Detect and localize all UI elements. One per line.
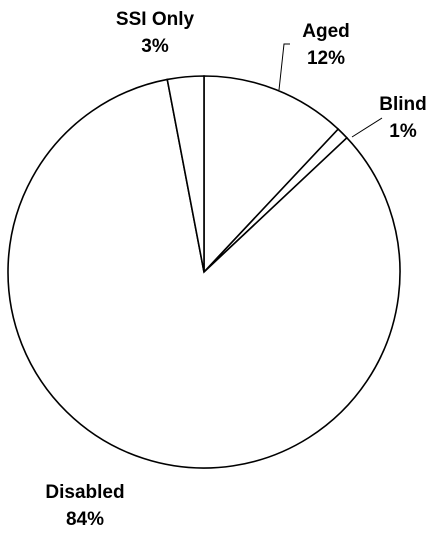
slice-label: Aged [302, 21, 350, 42]
pie-slice [7, 78, 401, 469]
leader-line [278, 43, 290, 91]
value-label: 1% [389, 121, 417, 142]
value-label: 12% [307, 48, 345, 69]
slice-label: Disabled [45, 482, 124, 503]
slice-label: SSI Only [116, 9, 195, 30]
value-label: 84% [66, 509, 104, 530]
leader-line [351, 117, 383, 138]
value-label: 3% [141, 36, 169, 57]
pie-slice [166, 75, 205, 273]
pie-slice [203, 75, 340, 275]
slice-label: Blind [379, 94, 427, 115]
